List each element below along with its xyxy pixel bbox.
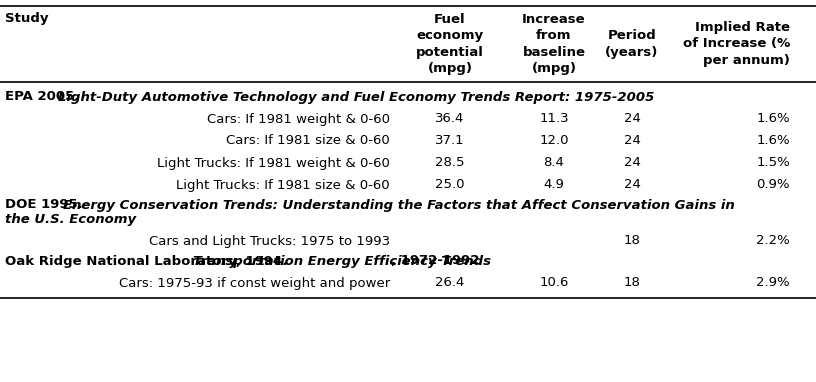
Text: Transportation Energy Efficiency Trends: Transportation Energy Efficiency Trends <box>193 254 491 267</box>
Text: the U.S. Economy: the U.S. Economy <box>5 212 136 225</box>
Text: Period
(years): Period (years) <box>605 29 659 59</box>
Text: 8.4: 8.4 <box>543 157 565 170</box>
Text: Study: Study <box>5 12 48 25</box>
Text: 10.6: 10.6 <box>539 277 569 290</box>
Text: Energy Conservation Trends: Understanding the Factors that Affect Conservation G: Energy Conservation Trends: Understandin… <box>63 199 734 212</box>
Text: 1.6%: 1.6% <box>756 113 790 126</box>
Text: Light-Duty Automotive Technology and Fuel Economy Trends Report: 1975-2005: Light-Duty Automotive Technology and Fue… <box>58 91 654 104</box>
Text: Cars: 1975-93 if const weight and power: Cars: 1975-93 if const weight and power <box>119 277 390 290</box>
Text: 28.5: 28.5 <box>435 157 465 170</box>
Text: 24: 24 <box>623 178 641 191</box>
Text: 24: 24 <box>623 157 641 170</box>
Text: Light Trucks: If 1981 size & 0-60: Light Trucks: If 1981 size & 0-60 <box>176 178 390 191</box>
Text: Oak Ridge National Laboratory, 1994.: Oak Ridge National Laboratory, 1994. <box>5 254 292 267</box>
Text: Implied Rate
of Increase (%
per annum): Implied Rate of Increase (% per annum) <box>683 21 790 67</box>
Text: 18: 18 <box>623 277 641 290</box>
Text: EPA 2005.: EPA 2005. <box>5 91 84 104</box>
Text: Cars: If 1981 size & 0-60: Cars: If 1981 size & 0-60 <box>226 134 390 147</box>
Text: 36.4: 36.4 <box>435 113 464 126</box>
Text: 2.2%: 2.2% <box>756 235 790 248</box>
Text: 26.4: 26.4 <box>435 277 464 290</box>
Text: Light Trucks: If 1981 weight & 0-60: Light Trucks: If 1981 weight & 0-60 <box>157 157 390 170</box>
Text: 4.9: 4.9 <box>543 178 565 191</box>
Text: Cars: If 1981 weight & 0-60: Cars: If 1981 weight & 0-60 <box>207 113 390 126</box>
Text: 0.9%: 0.9% <box>756 178 790 191</box>
Text: 24: 24 <box>623 113 641 126</box>
Text: 24: 24 <box>623 134 641 147</box>
Text: DOE 1995.: DOE 1995. <box>5 199 92 212</box>
Text: 18: 18 <box>623 235 641 248</box>
Text: 37.1: 37.1 <box>435 134 465 147</box>
Text: 1.6%: 1.6% <box>756 134 790 147</box>
Text: , 1972-1992: , 1972-1992 <box>391 254 479 267</box>
Text: Increase
from
baseline
(mpg): Increase from baseline (mpg) <box>522 13 586 75</box>
Text: Cars and Light Trucks: 1975 to 1993: Cars and Light Trucks: 1975 to 1993 <box>149 235 390 248</box>
Text: 1.5%: 1.5% <box>756 157 790 170</box>
Text: 2.9%: 2.9% <box>756 277 790 290</box>
Text: 11.3: 11.3 <box>539 113 569 126</box>
Text: Fuel
economy
potential
(mpg): Fuel economy potential (mpg) <box>416 13 484 75</box>
Text: 12.0: 12.0 <box>539 134 569 147</box>
Text: 25.0: 25.0 <box>435 178 465 191</box>
